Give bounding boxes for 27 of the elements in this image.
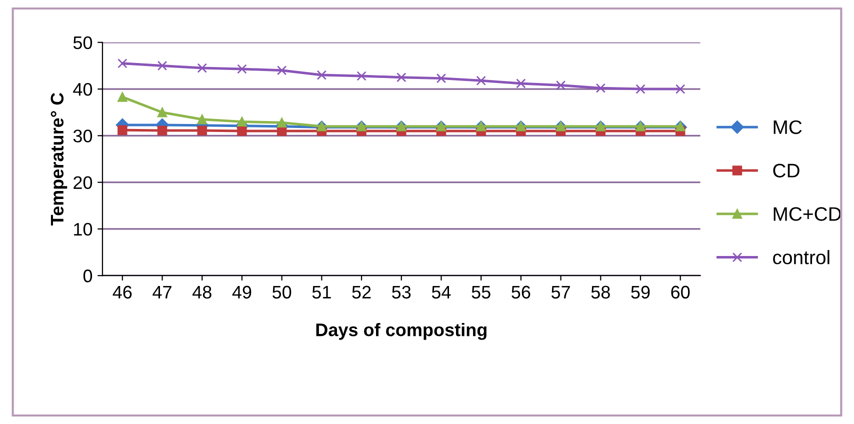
legend-label: MC — [774, 120, 802, 134]
y-tick-label: 10 — [74, 222, 92, 236]
x-tick-label: 55 — [472, 286, 490, 299]
y-tick-label: 40 — [73, 82, 92, 96]
y-axis-title: Temperature° C — [50, 92, 68, 226]
x-tick-label: 48 — [192, 286, 212, 299]
legend-label: MC+CD — [774, 207, 841, 221]
y-tick-label: 50 — [73, 36, 92, 50]
x-tick-label: 51 — [312, 286, 331, 299]
x-tick-label: 47 — [152, 286, 172, 298]
legend-label: control — [773, 250, 830, 264]
x-tick-label: 50 — [272, 286, 292, 299]
x-tick-label: 57 — [551, 286, 570, 299]
x-tick-label: 52 — [352, 286, 371, 299]
legend-label: CD — [773, 164, 800, 178]
x-axis-title: Days of composting — [316, 322, 486, 340]
x-tick-label: 56 — [512, 286, 530, 299]
x-tick-label: 54 — [432, 286, 451, 299]
y-tick-label: 30 — [73, 130, 92, 142]
x-tick-label: 49 — [232, 286, 252, 299]
x-tick-label: 53 — [392, 286, 411, 299]
y-tick-label: 20 — [74, 176, 92, 190]
x-tick-label: 60 — [671, 286, 690, 299]
y-tick-label: 0 — [83, 270, 92, 282]
x-tick-label: 58 — [591, 286, 610, 299]
x-tick-label: 46 — [112, 286, 132, 299]
x-tick-label: 59 — [631, 286, 650, 299]
